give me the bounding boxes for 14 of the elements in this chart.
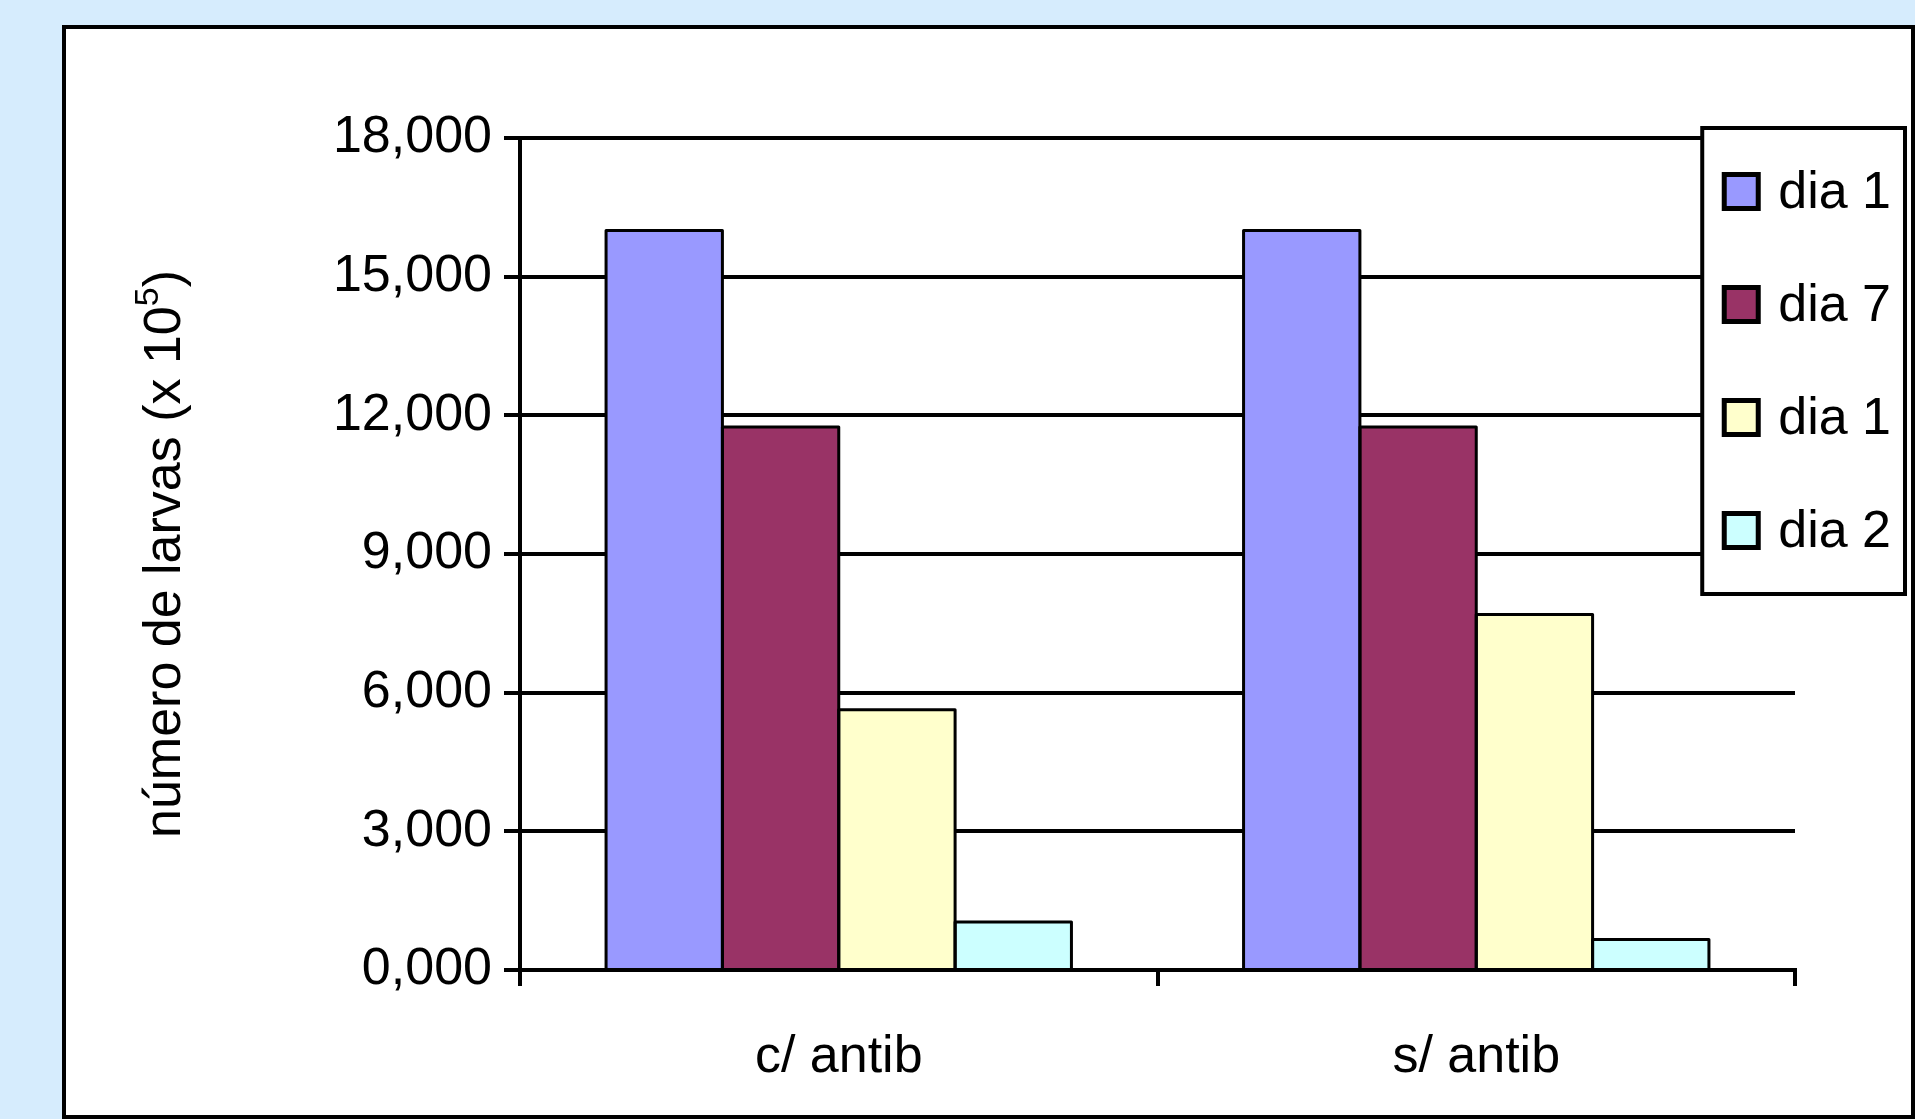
legend-label: dia 2: [1778, 499, 1892, 558]
y-tick-label: 3,000: [361, 798, 492, 857]
legend-label: dia 1: [1778, 386, 1892, 445]
y-tick-label: 0,000: [361, 937, 492, 996]
y-tick-label: 6,000: [361, 660, 492, 719]
legend-label: dia 1: [1778, 160, 1892, 219]
y-tick-label: 9,000: [361, 521, 492, 580]
y-tick-label: 12,000: [332, 382, 492, 441]
x-tick-label: s/ antib: [1392, 1024, 1561, 1083]
y-tick-label: 18,000: [332, 105, 492, 164]
y-axis-title: número de larvas (x 105): [127, 269, 191, 839]
y-tick-label: 15,000: [332, 244, 492, 303]
x-tick-label: c/ antib: [754, 1024, 923, 1083]
legend-label: dia 7: [1778, 273, 1892, 332]
